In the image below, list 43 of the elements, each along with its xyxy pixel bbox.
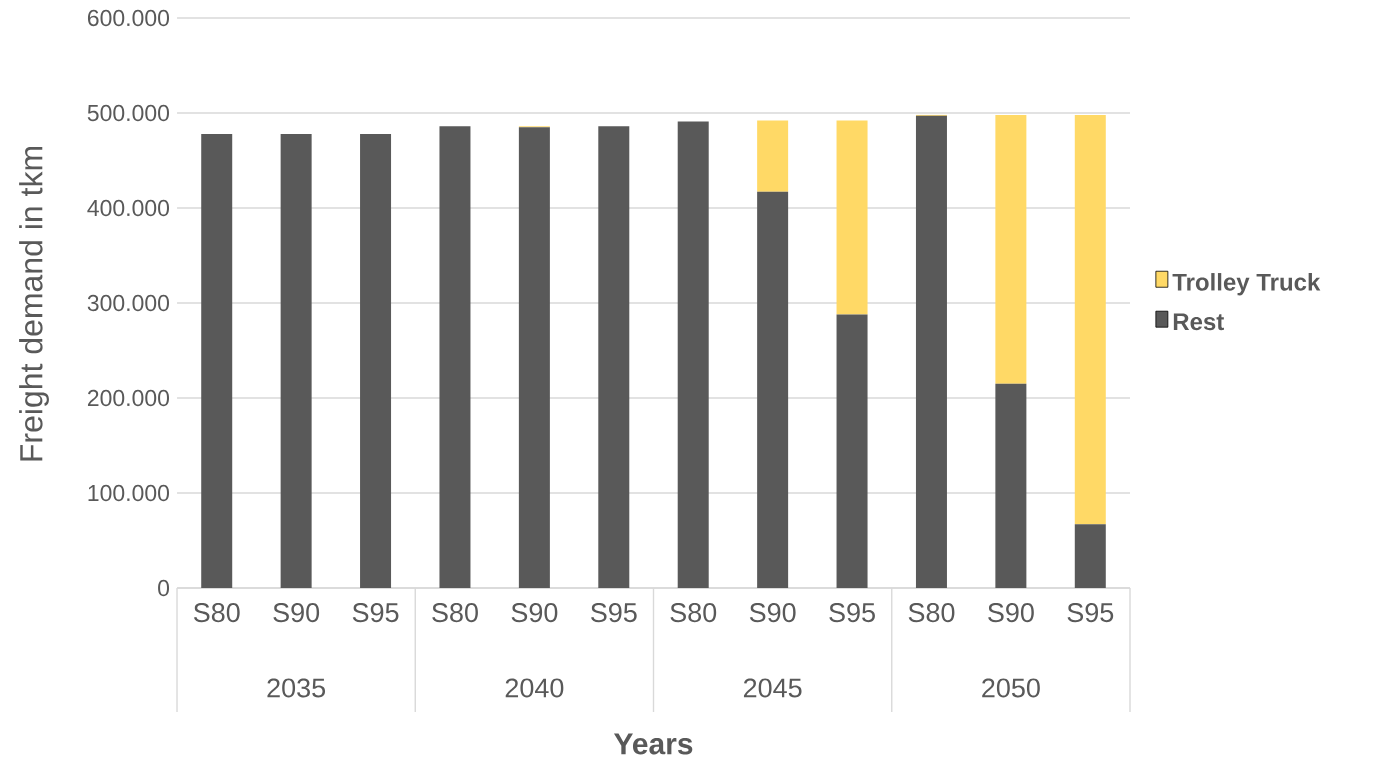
bar [915, 115, 947, 588]
x-tick-label: S80 [908, 603, 955, 623]
text: 2035 [267, 678, 326, 698]
x-tick-label: S80 [670, 603, 717, 623]
bar [1074, 524, 1106, 588]
text: 2045 [743, 678, 802, 698]
bar [836, 314, 868, 588]
bar [757, 120, 789, 192]
bar [677, 121, 709, 588]
x-tick-label: S90 [988, 603, 1034, 623]
x-tick-label: S95 [829, 603, 875, 623]
x-tick-label: S90 [511, 603, 558, 623]
legend-label: Rest [1173, 313, 1224, 331]
bar [201, 133, 233, 588]
text: 2050 [982, 678, 1040, 698]
bar [995, 114, 1027, 384]
y-tick-label: 400.000 [87, 199, 170, 217]
x-tick-label: S95 [1067, 603, 1114, 623]
x-tick-label: S90 [273, 603, 320, 623]
y-tick-label: 200.000 [87, 389, 170, 407]
y-tick-label: 0 [158, 579, 170, 597]
y-tick-label: 300.000 [87, 294, 170, 312]
bar [995, 383, 1027, 588]
y-tick-label: 500.000 [87, 104, 170, 122]
bar [360, 133, 392, 588]
bar [518, 127, 550, 588]
x-tick-label: S80 [193, 603, 240, 623]
bar [598, 126, 630, 588]
y-tick-label: 100.000 [88, 484, 170, 502]
bar [836, 120, 868, 315]
text: 2040 [505, 678, 564, 698]
legend-label: Trolley Truck [1172, 273, 1321, 296]
y-tick-label: 600.000 [87, 9, 170, 27]
bar [439, 126, 471, 588]
x-tick-label: S95 [352, 603, 399, 623]
x-tick-label: S90 [749, 603, 796, 623]
x-tick-label: S95 [591, 603, 637, 623]
bar [280, 133, 312, 588]
y-axis-title: Freight demand in tkm [19, 147, 49, 461]
bar [757, 191, 789, 588]
x-tick-label: S80 [432, 603, 478, 623]
x-axis-title: Years [613, 733, 693, 755]
bar [1074, 114, 1106, 525]
